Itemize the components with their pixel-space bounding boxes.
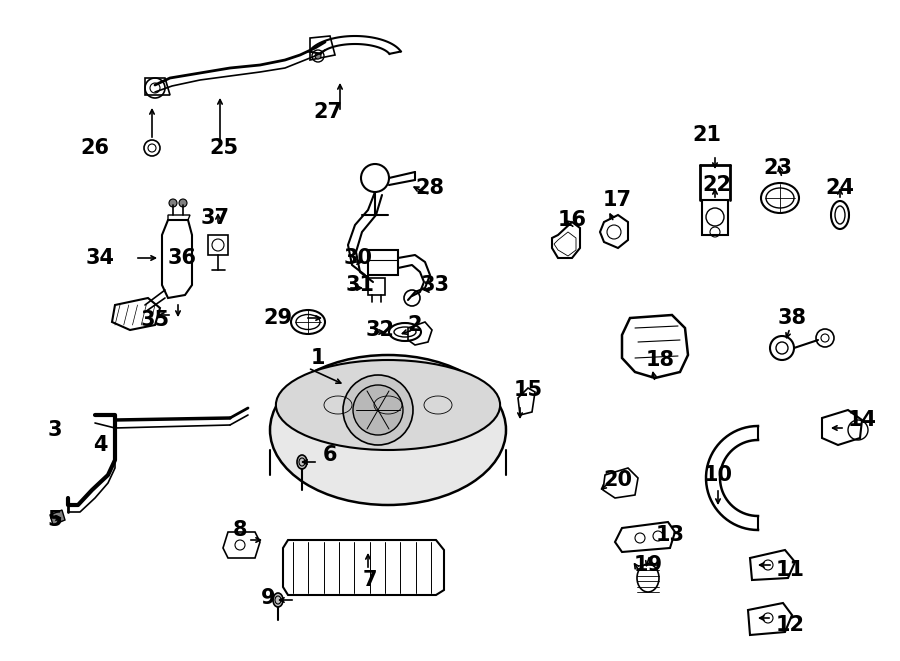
Text: 16: 16	[557, 210, 587, 230]
Text: 8: 8	[233, 520, 248, 540]
Ellipse shape	[273, 593, 283, 607]
Text: 30: 30	[344, 248, 373, 268]
Text: 25: 25	[210, 138, 239, 158]
Text: 23: 23	[763, 158, 793, 178]
Text: 18: 18	[645, 350, 674, 370]
Text: 6: 6	[323, 445, 338, 465]
Text: 12: 12	[776, 615, 805, 635]
Text: 35: 35	[140, 310, 169, 330]
Text: 36: 36	[167, 248, 196, 268]
Text: 37: 37	[201, 208, 230, 228]
Circle shape	[353, 385, 403, 435]
Text: 22: 22	[703, 175, 732, 195]
Text: 28: 28	[416, 178, 445, 198]
Text: 17: 17	[602, 190, 632, 210]
Circle shape	[343, 375, 413, 445]
Text: 33: 33	[420, 275, 449, 295]
Text: 7: 7	[363, 570, 377, 590]
Text: 26: 26	[80, 138, 110, 158]
Text: 31: 31	[346, 275, 374, 295]
Ellipse shape	[297, 455, 307, 469]
Text: 4: 4	[93, 435, 107, 455]
Text: 3: 3	[48, 420, 62, 440]
Text: 1: 1	[310, 348, 325, 368]
Circle shape	[169, 199, 177, 207]
Text: 21: 21	[692, 125, 722, 145]
Text: 2: 2	[408, 315, 422, 335]
Text: 5: 5	[48, 510, 62, 530]
Circle shape	[179, 199, 187, 207]
Text: 13: 13	[655, 525, 685, 545]
Text: 29: 29	[264, 308, 292, 328]
Ellipse shape	[276, 360, 500, 450]
Text: 24: 24	[825, 178, 854, 198]
Text: 27: 27	[313, 102, 343, 122]
Text: 34: 34	[86, 248, 114, 268]
Text: 32: 32	[365, 320, 394, 340]
Circle shape	[315, 53, 321, 59]
Text: 10: 10	[704, 465, 733, 485]
Ellipse shape	[270, 355, 506, 505]
Text: 19: 19	[634, 555, 662, 575]
Polygon shape	[50, 510, 65, 525]
Text: 11: 11	[776, 560, 805, 580]
Text: 15: 15	[513, 380, 543, 400]
Text: 14: 14	[848, 410, 877, 430]
Text: 38: 38	[778, 308, 806, 328]
Text: 20: 20	[604, 470, 633, 490]
Text: 9: 9	[261, 588, 275, 608]
